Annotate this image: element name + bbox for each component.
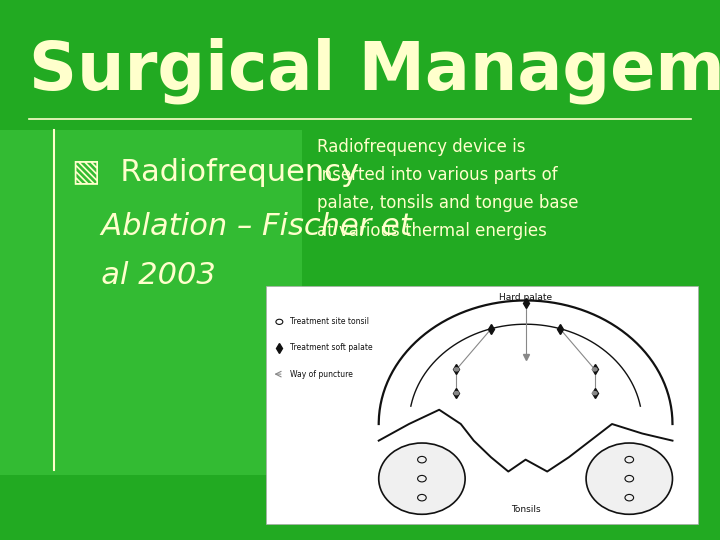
Text: Ablation – Fischer et: Ablation – Fischer et	[72, 212, 412, 241]
Circle shape	[454, 367, 459, 372]
Text: al 2003: al 2003	[72, 261, 216, 290]
Circle shape	[454, 391, 459, 395]
Text: Tonsils: Tonsils	[510, 505, 541, 514]
Text: Surgical Management: Surgical Management	[29, 38, 720, 104]
FancyBboxPatch shape	[0, 130, 302, 475]
Circle shape	[592, 391, 598, 395]
Ellipse shape	[379, 443, 465, 514]
Text: Way of puncture: Way of puncture	[290, 369, 353, 379]
Text: Hard palate: Hard palate	[499, 293, 552, 302]
Text: ▧  Radiofrequency: ▧ Radiofrequency	[72, 158, 359, 187]
Text: Radiofrequency device is: Radiofrequency device is	[317, 138, 526, 156]
Text: inserted into various parts of: inserted into various parts of	[317, 166, 557, 184]
Text: palate, tonsils and tongue base: palate, tonsils and tongue base	[317, 194, 578, 212]
Text: Treatment soft palate: Treatment soft palate	[290, 343, 373, 353]
FancyBboxPatch shape	[266, 286, 698, 524]
Text: at various thermal energies: at various thermal energies	[317, 222, 546, 240]
Ellipse shape	[586, 443, 672, 514]
Text: Treatment site tonsil: Treatment site tonsil	[290, 318, 369, 326]
Circle shape	[592, 367, 598, 372]
